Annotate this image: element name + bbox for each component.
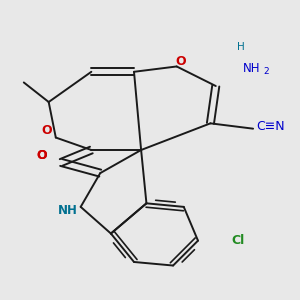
Text: O: O (36, 149, 47, 162)
Text: O: O (175, 55, 185, 68)
Text: Cl: Cl (232, 234, 245, 247)
Text: O: O (42, 124, 52, 137)
Text: C≡N: C≡N (256, 120, 285, 134)
Text: 2: 2 (263, 67, 269, 76)
Text: NH: NH (242, 62, 260, 75)
Text: O: O (36, 149, 47, 162)
Text: H: H (237, 42, 244, 52)
Text: NH: NH (58, 204, 78, 217)
